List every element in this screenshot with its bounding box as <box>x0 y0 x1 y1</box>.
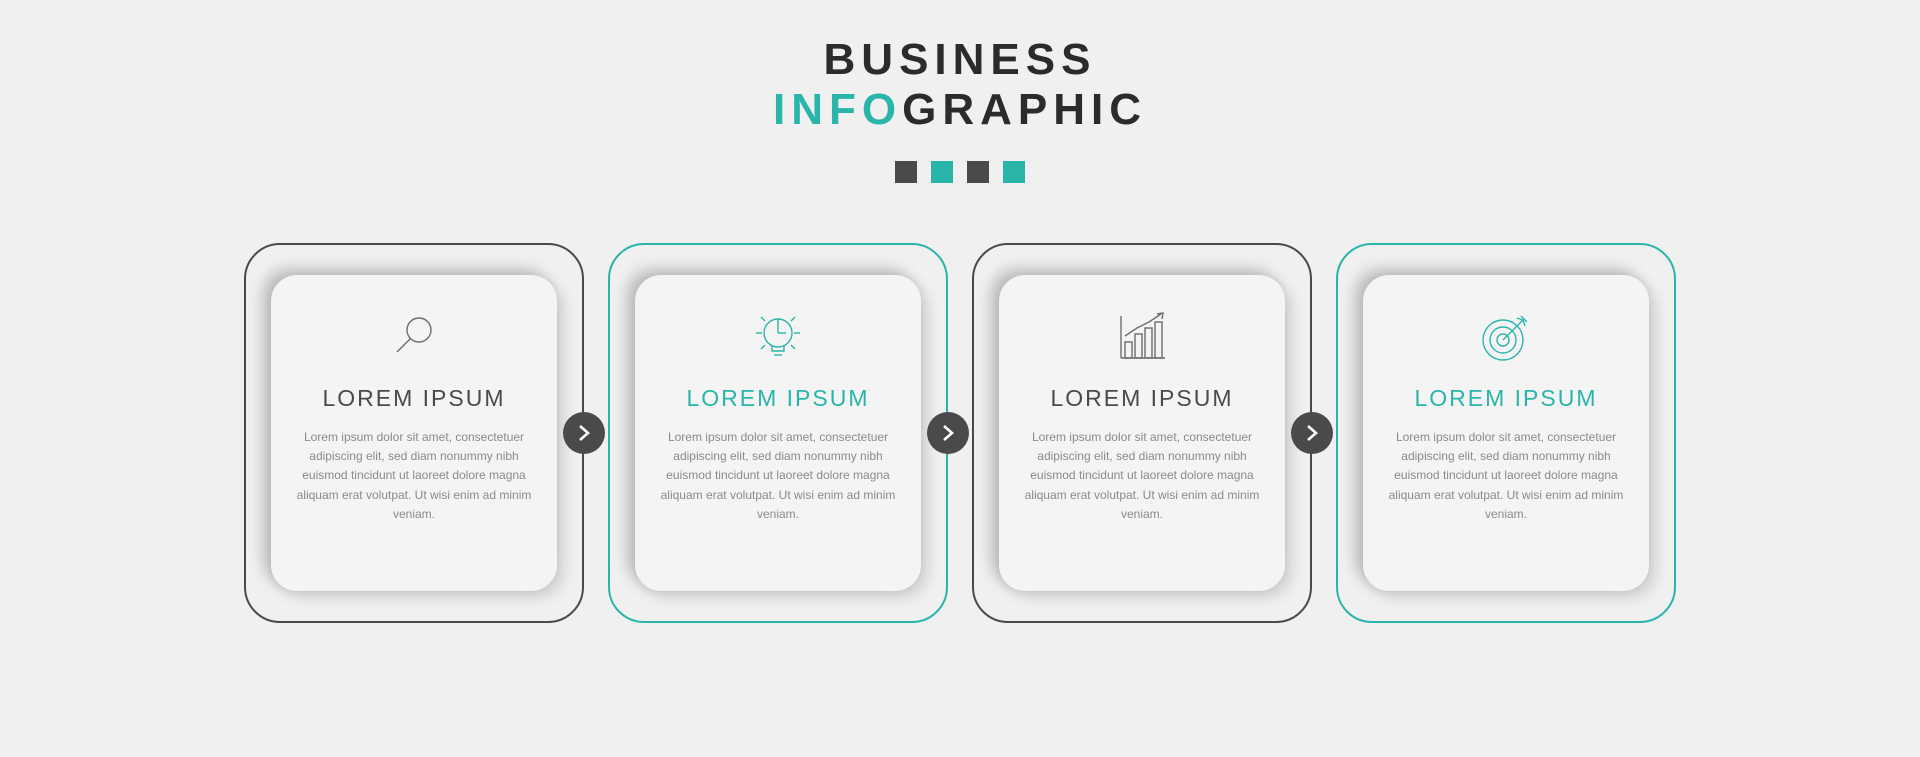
step-body: Lorem ipsum dolor sit amet, consectetuer… <box>1387 428 1625 524</box>
step-heading: LOREM IPSUM <box>1414 385 1597 412</box>
chevron-right-icon <box>927 412 969 454</box>
decor-square <box>895 161 917 183</box>
step-card: LOREM IPSUM Lorem ipsum dolor sit amet, … <box>972 243 1312 623</box>
decor-square <box>1003 161 1025 183</box>
decor-square <box>967 161 989 183</box>
step-body: Lorem ipsum dolor sit amet, consectetuer… <box>295 428 533 524</box>
step-inner: LOREM IPSUM Lorem ipsum dolor sit amet, … <box>1363 275 1649 591</box>
step-inner: LOREM IPSUM Lorem ipsum dolor sit amet, … <box>635 275 921 591</box>
title-accent: INFO <box>773 85 902 134</box>
step-inner: LOREM IPSUM Lorem ipsum dolor sit amet, … <box>271 275 557 591</box>
step-card: LOREM IPSUM Lorem ipsum dolor sit amet, … <box>608 243 948 623</box>
magnifier-icon <box>387 299 441 375</box>
chevron-right-icon <box>1291 412 1333 454</box>
title: BUSINESS INFOGRAPHIC <box>773 35 1147 135</box>
step-heading: LOREM IPSUM <box>686 385 869 412</box>
steps-row: LOREM IPSUM Lorem ipsum dolor sit amet, … <box>244 243 1676 623</box>
decor-squares <box>895 161 1025 183</box>
chevron-right-icon <box>563 412 605 454</box>
step-inner: LOREM IPSUM Lorem ipsum dolor sit amet, … <box>999 275 1285 591</box>
decor-square <box>931 161 953 183</box>
title-rest: GRAPHIC <box>902 85 1147 134</box>
step-body: Lorem ipsum dolor sit amet, consectetuer… <box>659 428 897 524</box>
target-icon <box>1477 299 1535 375</box>
bar-chart-icon <box>1113 299 1171 375</box>
step-heading: LOREM IPSUM <box>322 385 505 412</box>
title-line2: INFOGRAPHIC <box>773 85 1147 135</box>
step-card: LOREM IPSUM Lorem ipsum dolor sit amet, … <box>1336 243 1676 623</box>
step-body: Lorem ipsum dolor sit amet, consectetuer… <box>1023 428 1261 524</box>
lightbulb-icon <box>746 299 810 375</box>
step-heading: LOREM IPSUM <box>1050 385 1233 412</box>
title-line1: BUSINESS <box>773 35 1147 85</box>
step-card: LOREM IPSUM Lorem ipsum dolor sit amet, … <box>244 243 584 623</box>
